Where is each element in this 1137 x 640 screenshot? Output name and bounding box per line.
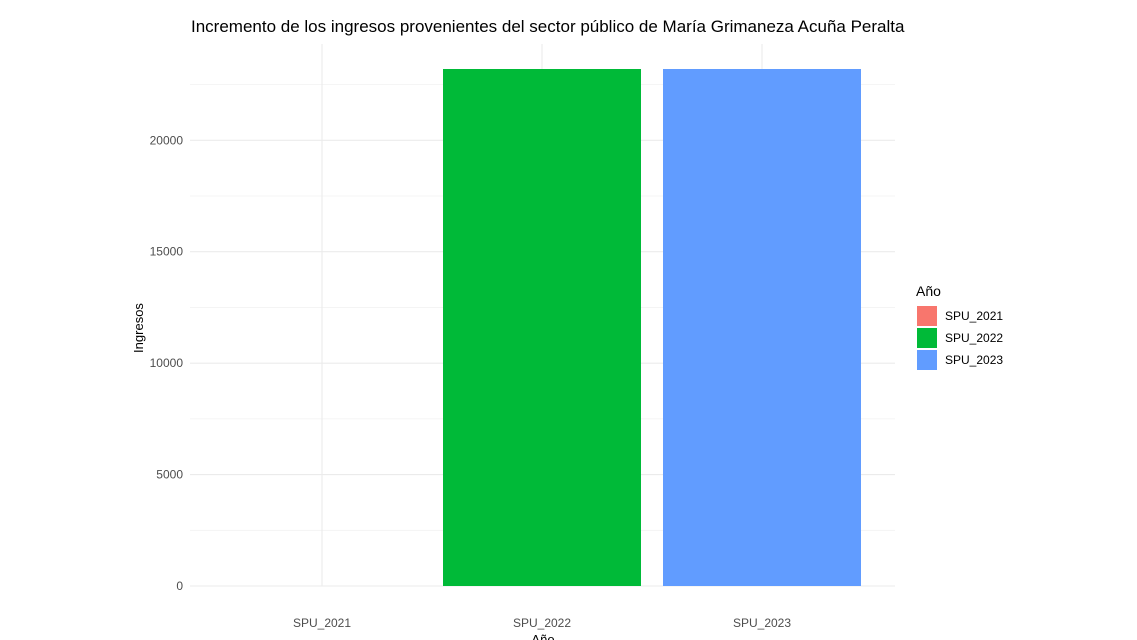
bar-spu-2023 bbox=[663, 69, 861, 586]
bars-layer bbox=[443, 69, 861, 586]
x-tick-label: SPU_2021 bbox=[293, 616, 351, 630]
y-axis-label: Ingresos bbox=[131, 303, 146, 353]
y-tick-label: 0 bbox=[176, 579, 183, 593]
legend: Año SPU_2021 SPU_2022 SPU_2023 bbox=[916, 283, 1003, 370]
x-tick-label: SPU_2022 bbox=[513, 616, 571, 630]
legend-swatch bbox=[917, 350, 937, 370]
x-tick-label: SPU_2023 bbox=[733, 616, 791, 630]
y-tick-label: 20000 bbox=[150, 133, 184, 147]
chart-title: Incremento de los ingresos provenientes … bbox=[191, 17, 905, 36]
bar-spu-2022 bbox=[443, 69, 641, 586]
legend-title: Año bbox=[916, 283, 941, 299]
legend-label: SPU_2021 bbox=[945, 309, 1003, 323]
legend-swatch bbox=[917, 306, 937, 326]
x-axis-ticks: SPU_2021 SPU_2022 SPU_2023 bbox=[293, 616, 791, 630]
y-tick-label: 15000 bbox=[150, 245, 184, 259]
x-axis-label: Año bbox=[531, 632, 554, 640]
legend-items: SPU_2021 SPU_2022 SPU_2023 bbox=[917, 306, 1003, 370]
y-tick-label: 5000 bbox=[156, 468, 183, 482]
y-axis-ticks: 0 5000 10000 15000 20000 bbox=[150, 133, 184, 593]
legend-swatch bbox=[917, 328, 937, 348]
legend-label: SPU_2023 bbox=[945, 353, 1003, 367]
legend-label: SPU_2022 bbox=[945, 331, 1003, 345]
y-tick-label: 10000 bbox=[150, 356, 184, 370]
